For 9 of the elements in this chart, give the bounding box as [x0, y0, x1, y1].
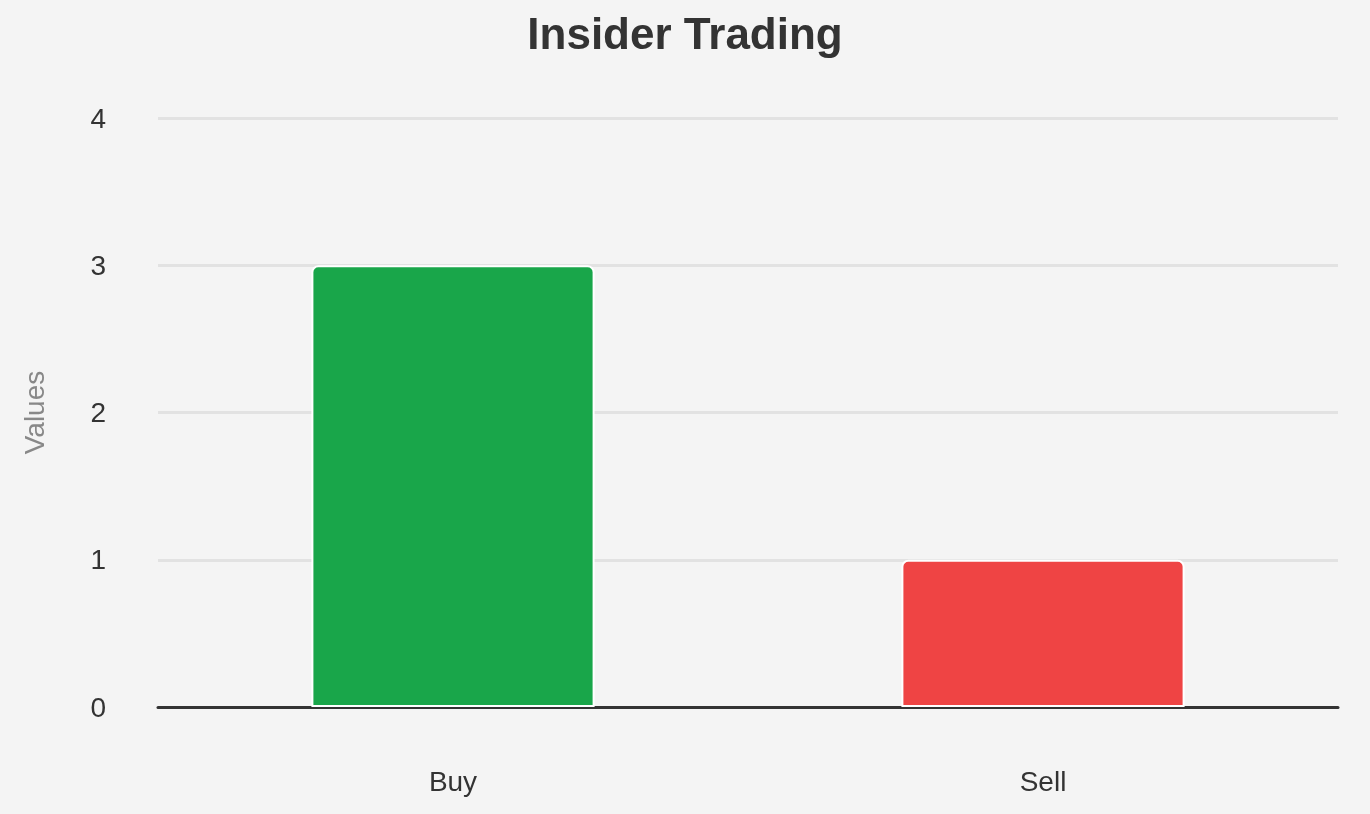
y-tick-label: 0	[90, 691, 106, 723]
y-tick-label: 3	[90, 249, 106, 281]
chart-title: Insider Trading	[527, 8, 843, 58]
x-tick-label: Buy	[428, 765, 478, 797]
y-tick-label: 2	[90, 397, 106, 428]
x-tick-label: Sell	[1019, 765, 1067, 797]
y-tick-label: 4	[90, 102, 106, 134]
y-axis-title: Values	[18, 370, 50, 455]
y-tick-label: 1	[90, 544, 106, 576]
